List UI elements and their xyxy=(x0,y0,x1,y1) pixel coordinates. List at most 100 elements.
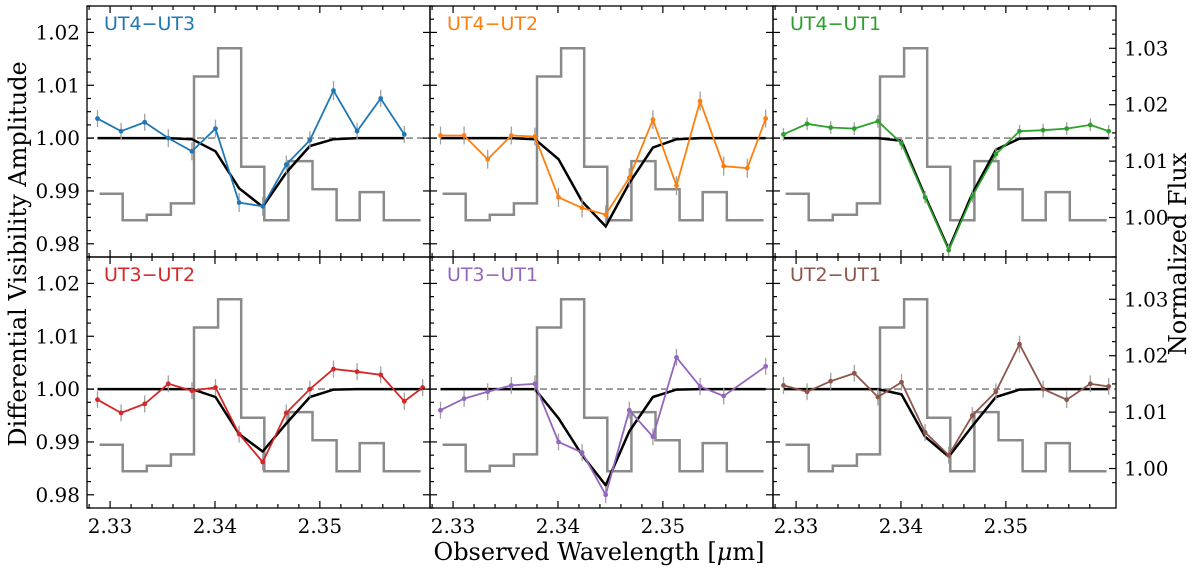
spectrum-line xyxy=(99,298,421,473)
data-point xyxy=(804,121,810,127)
data-point xyxy=(331,88,336,93)
x-tick-label: 2.34 xyxy=(879,514,924,538)
data-point xyxy=(95,397,100,403)
data-point xyxy=(283,410,289,416)
model-line xyxy=(783,136,1109,253)
data-point xyxy=(260,203,266,209)
x-tick-label: 2.34 xyxy=(193,514,238,538)
ticks xyxy=(773,256,1116,509)
panel-title: UT4−UT3 xyxy=(104,13,195,35)
data-point xyxy=(118,128,124,134)
data-point xyxy=(236,200,242,205)
data-line xyxy=(783,120,1109,253)
data-point xyxy=(461,133,467,138)
panel-title: UT4−UT2 xyxy=(447,13,538,35)
data-point xyxy=(485,389,491,395)
data-point xyxy=(697,98,703,104)
y-right-tick-label: 1.03 xyxy=(1124,287,1169,311)
spectrum-line xyxy=(99,47,421,222)
data-point xyxy=(721,393,727,399)
model-line xyxy=(97,136,405,209)
data-point xyxy=(532,381,538,387)
data-point xyxy=(331,366,336,372)
panel-4: UT3−UT2 0.98 0.99 1.00 1.01 1.02 2.33 2.34 2.35 xyxy=(35,256,431,538)
panel-title: UT2−UT1 xyxy=(790,264,881,286)
data-point xyxy=(213,126,218,131)
y-tick-label: 0.98 xyxy=(35,483,80,507)
x-tick-label: 2.35 xyxy=(984,514,1029,538)
y-tick-label: 1.02 xyxy=(35,20,80,44)
data-point xyxy=(828,125,834,130)
data-point xyxy=(922,430,928,435)
data-point xyxy=(260,459,266,465)
data-point xyxy=(189,388,195,394)
spectrum-line xyxy=(442,298,764,473)
model-line xyxy=(440,387,766,488)
data-point xyxy=(875,118,881,124)
data-line xyxy=(783,342,1109,457)
data-point xyxy=(401,398,407,404)
data-point xyxy=(307,386,313,392)
x-tick-label: 2.34 xyxy=(536,514,581,538)
data-point xyxy=(142,119,148,125)
data-point xyxy=(378,96,384,101)
data-point xyxy=(899,140,904,146)
data-point xyxy=(354,369,360,375)
data-point xyxy=(556,194,561,200)
ticks xyxy=(87,5,430,258)
y-right-tick-label: 1.01 xyxy=(1124,149,1169,173)
panel-2: UT4−UT2 xyxy=(429,5,774,258)
data-point xyxy=(1106,128,1112,134)
x-tick-label: 2.33 xyxy=(88,514,133,538)
plot-area xyxy=(430,47,773,229)
data-point xyxy=(165,381,171,387)
data-point xyxy=(1087,381,1093,387)
spectrum-line xyxy=(785,298,1107,473)
panels-group: UT4−UT3 0.98 0.99 1.00 1.01 1.02 UT4−UT2 UT4−UT… xyxy=(35,5,1169,538)
y-tick-label: 1.01 xyxy=(35,73,80,97)
y-tick-label: 1.00 xyxy=(35,126,80,150)
y-axis-label-right: Normalized Flux xyxy=(1164,152,1192,355)
data-point xyxy=(1017,341,1022,347)
data-point xyxy=(118,410,124,416)
panel-1: UT4−UT3 0.98 0.99 1.00 1.01 1.02 xyxy=(35,5,431,258)
ticks xyxy=(430,256,773,509)
data-point xyxy=(650,434,656,440)
data-point xyxy=(1064,126,1070,131)
data-point xyxy=(142,401,148,407)
data-point xyxy=(674,183,679,189)
panel-title: UT3−UT2 xyxy=(104,264,195,286)
data-point xyxy=(508,383,514,388)
y-right-tick-label: 1.00 xyxy=(1124,206,1169,230)
data-point xyxy=(763,116,769,121)
model-line xyxy=(783,387,1109,459)
x-tick-label: 2.33 xyxy=(431,514,476,538)
y-right-tick-label: 1.01 xyxy=(1124,400,1169,424)
data-point xyxy=(378,372,384,378)
data-point xyxy=(485,156,491,162)
data-point xyxy=(969,193,975,199)
data-point xyxy=(532,134,538,139)
data-point xyxy=(946,452,952,458)
y-tick-label: 1.01 xyxy=(35,324,80,348)
x-tick-label: 2.35 xyxy=(641,514,686,538)
plot-area xyxy=(773,47,1116,257)
data-point xyxy=(165,135,171,141)
data-point xyxy=(763,363,769,369)
panel-6: UT2−UT1 1.00 1.01 1.02 1.03 2.33 2.34 2.35 xyxy=(772,256,1169,538)
model-line xyxy=(440,136,766,229)
data-point xyxy=(721,163,727,169)
data-point xyxy=(899,379,904,385)
plot-area xyxy=(87,298,430,473)
spectrum-line xyxy=(442,47,764,222)
data-point xyxy=(307,137,313,143)
data-point xyxy=(1087,122,1093,128)
data-point xyxy=(1064,397,1070,403)
plot-area xyxy=(430,298,773,504)
data-point xyxy=(626,175,632,181)
panel-frame xyxy=(772,256,1117,509)
y-right-tick-label: 1.03 xyxy=(1124,36,1169,60)
y-right-tick-label: 1.02 xyxy=(1124,93,1169,117)
data-point xyxy=(189,148,195,154)
